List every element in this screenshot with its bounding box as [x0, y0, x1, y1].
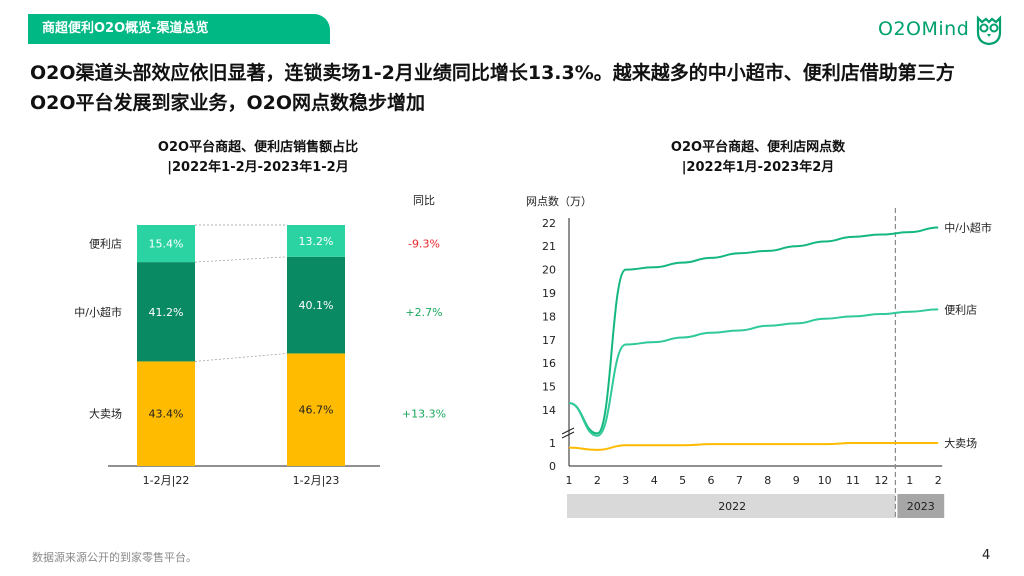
y-tick-label: 14	[542, 404, 556, 417]
x-tick-label: 5	[679, 474, 686, 487]
yoy-value: -9.3%	[408, 238, 440, 251]
owl-icon	[977, 15, 1002, 46]
year-label: 2023	[907, 500, 935, 513]
share-chart-title-line2: |2022年1-2月-2023年1-2月	[167, 160, 349, 175]
brand-logo: O2OMind	[878, 12, 1005, 46]
bar-data-label: 15.4%	[149, 238, 184, 251]
series-label: 便利店	[944, 302, 977, 316]
bar-segment	[287, 225, 345, 257]
y-tick-label: 1	[549, 437, 556, 450]
bar-data-label: 41.2%	[149, 306, 184, 319]
y-tick-label: 18	[542, 310, 556, 323]
x-tick-label: 7	[736, 474, 743, 487]
y-tick-label: 21	[542, 240, 556, 253]
share-bar-chart: 43.4% 41.2% 15.4% 1-2月|22 46.7% 40.1% 13.2% 1-2…	[74, 194, 446, 487]
bar-segment	[137, 262, 195, 362]
bar-segment	[137, 361, 195, 466]
legend-label: 中/小超市	[74, 305, 122, 319]
y-tick-label: 0	[549, 460, 556, 473]
bar-data-label: 43.4%	[149, 408, 184, 421]
x-tick-label: 11	[846, 474, 860, 487]
series-line	[568, 226, 939, 435]
y-tick-label: 22	[542, 217, 556, 230]
x-tick-label: 1-2月|22	[143, 474, 190, 487]
bar-segment	[137, 225, 195, 263]
connector-line	[194, 353, 288, 362]
x-tick-label: 1	[906, 474, 913, 487]
year-label: 2022	[718, 500, 746, 513]
series-label: 中/小超市	[944, 220, 992, 234]
year-band-2022	[567, 494, 896, 518]
x-tick-label: 6	[708, 474, 715, 487]
y-tick-label: 19	[542, 287, 556, 300]
bar-data-label: 13.2%	[299, 235, 334, 248]
x-tick-label: 1	[566, 474, 573, 487]
x-tick-label: 4	[651, 474, 658, 487]
bar-data-label: 40.1%	[299, 299, 334, 312]
outlet-chart-title-line2: |2022年1月-2023年2月	[681, 160, 835, 175]
logo-text: O2OMind	[878, 18, 970, 40]
x-tick-label: 12	[874, 474, 888, 487]
legend-label: 便利店	[89, 237, 122, 251]
bar-segment	[287, 256, 345, 354]
legend-label: 大卖场	[89, 407, 122, 421]
x-tick-label: 9	[793, 474, 800, 487]
x-tick-label: 2	[935, 474, 942, 487]
connector-line	[194, 256, 288, 263]
bar-data-label: 46.7%	[299, 404, 334, 417]
axis-break-mark	[561, 431, 575, 439]
series-line	[568, 442, 939, 451]
share-chart-title: O2O平台商超、便利店销售额占比 |2022年1-2月-2023年1-2月	[108, 138, 408, 178]
yoy-value: +13.3%	[402, 408, 446, 421]
series-line	[568, 308, 939, 437]
yoy-header: 同比	[413, 194, 435, 207]
y-tick-label: 16	[542, 357, 556, 370]
x-tick-label: 3	[622, 474, 629, 487]
yoy-value: +2.7%	[405, 306, 442, 319]
year-band-2023	[897, 494, 945, 518]
bar-segment	[287, 353, 345, 466]
data-source-note: 数据源来源公开的到家零售平台。	[32, 551, 197, 564]
x-tick-label: 8	[764, 474, 771, 487]
axis-break-mark	[561, 427, 575, 435]
y-axis-label: 网点数（万）	[526, 195, 592, 208]
x-tick-label: 10	[818, 474, 832, 487]
section-tab: 商超便利O2O概览-渠道总览	[28, 14, 330, 44]
page-number: 4	[982, 548, 991, 563]
headline: O2O渠道头部效应依旧显著，连锁卖场1-2月业绩同比增长13.3%。越来越多的中…	[30, 62, 955, 114]
y-tick-label: 15	[542, 381, 556, 394]
x-tick-label: 1-2月|23	[293, 474, 340, 487]
series-label: 大卖场	[944, 436, 977, 450]
y-tick-label: 20	[542, 264, 556, 277]
outlet-chart-title-line1: O2O平台商超、便利店网点数	[670, 140, 846, 155]
outlet-chart-title: O2O平台商超、便利店网点数 |2022年1月-2023年2月	[608, 138, 908, 178]
y-tick-label: 17	[542, 334, 556, 347]
share-chart-title-line1: O2O平台商超、便利店销售额占比	[157, 140, 359, 155]
x-tick-label: 2	[594, 474, 601, 487]
